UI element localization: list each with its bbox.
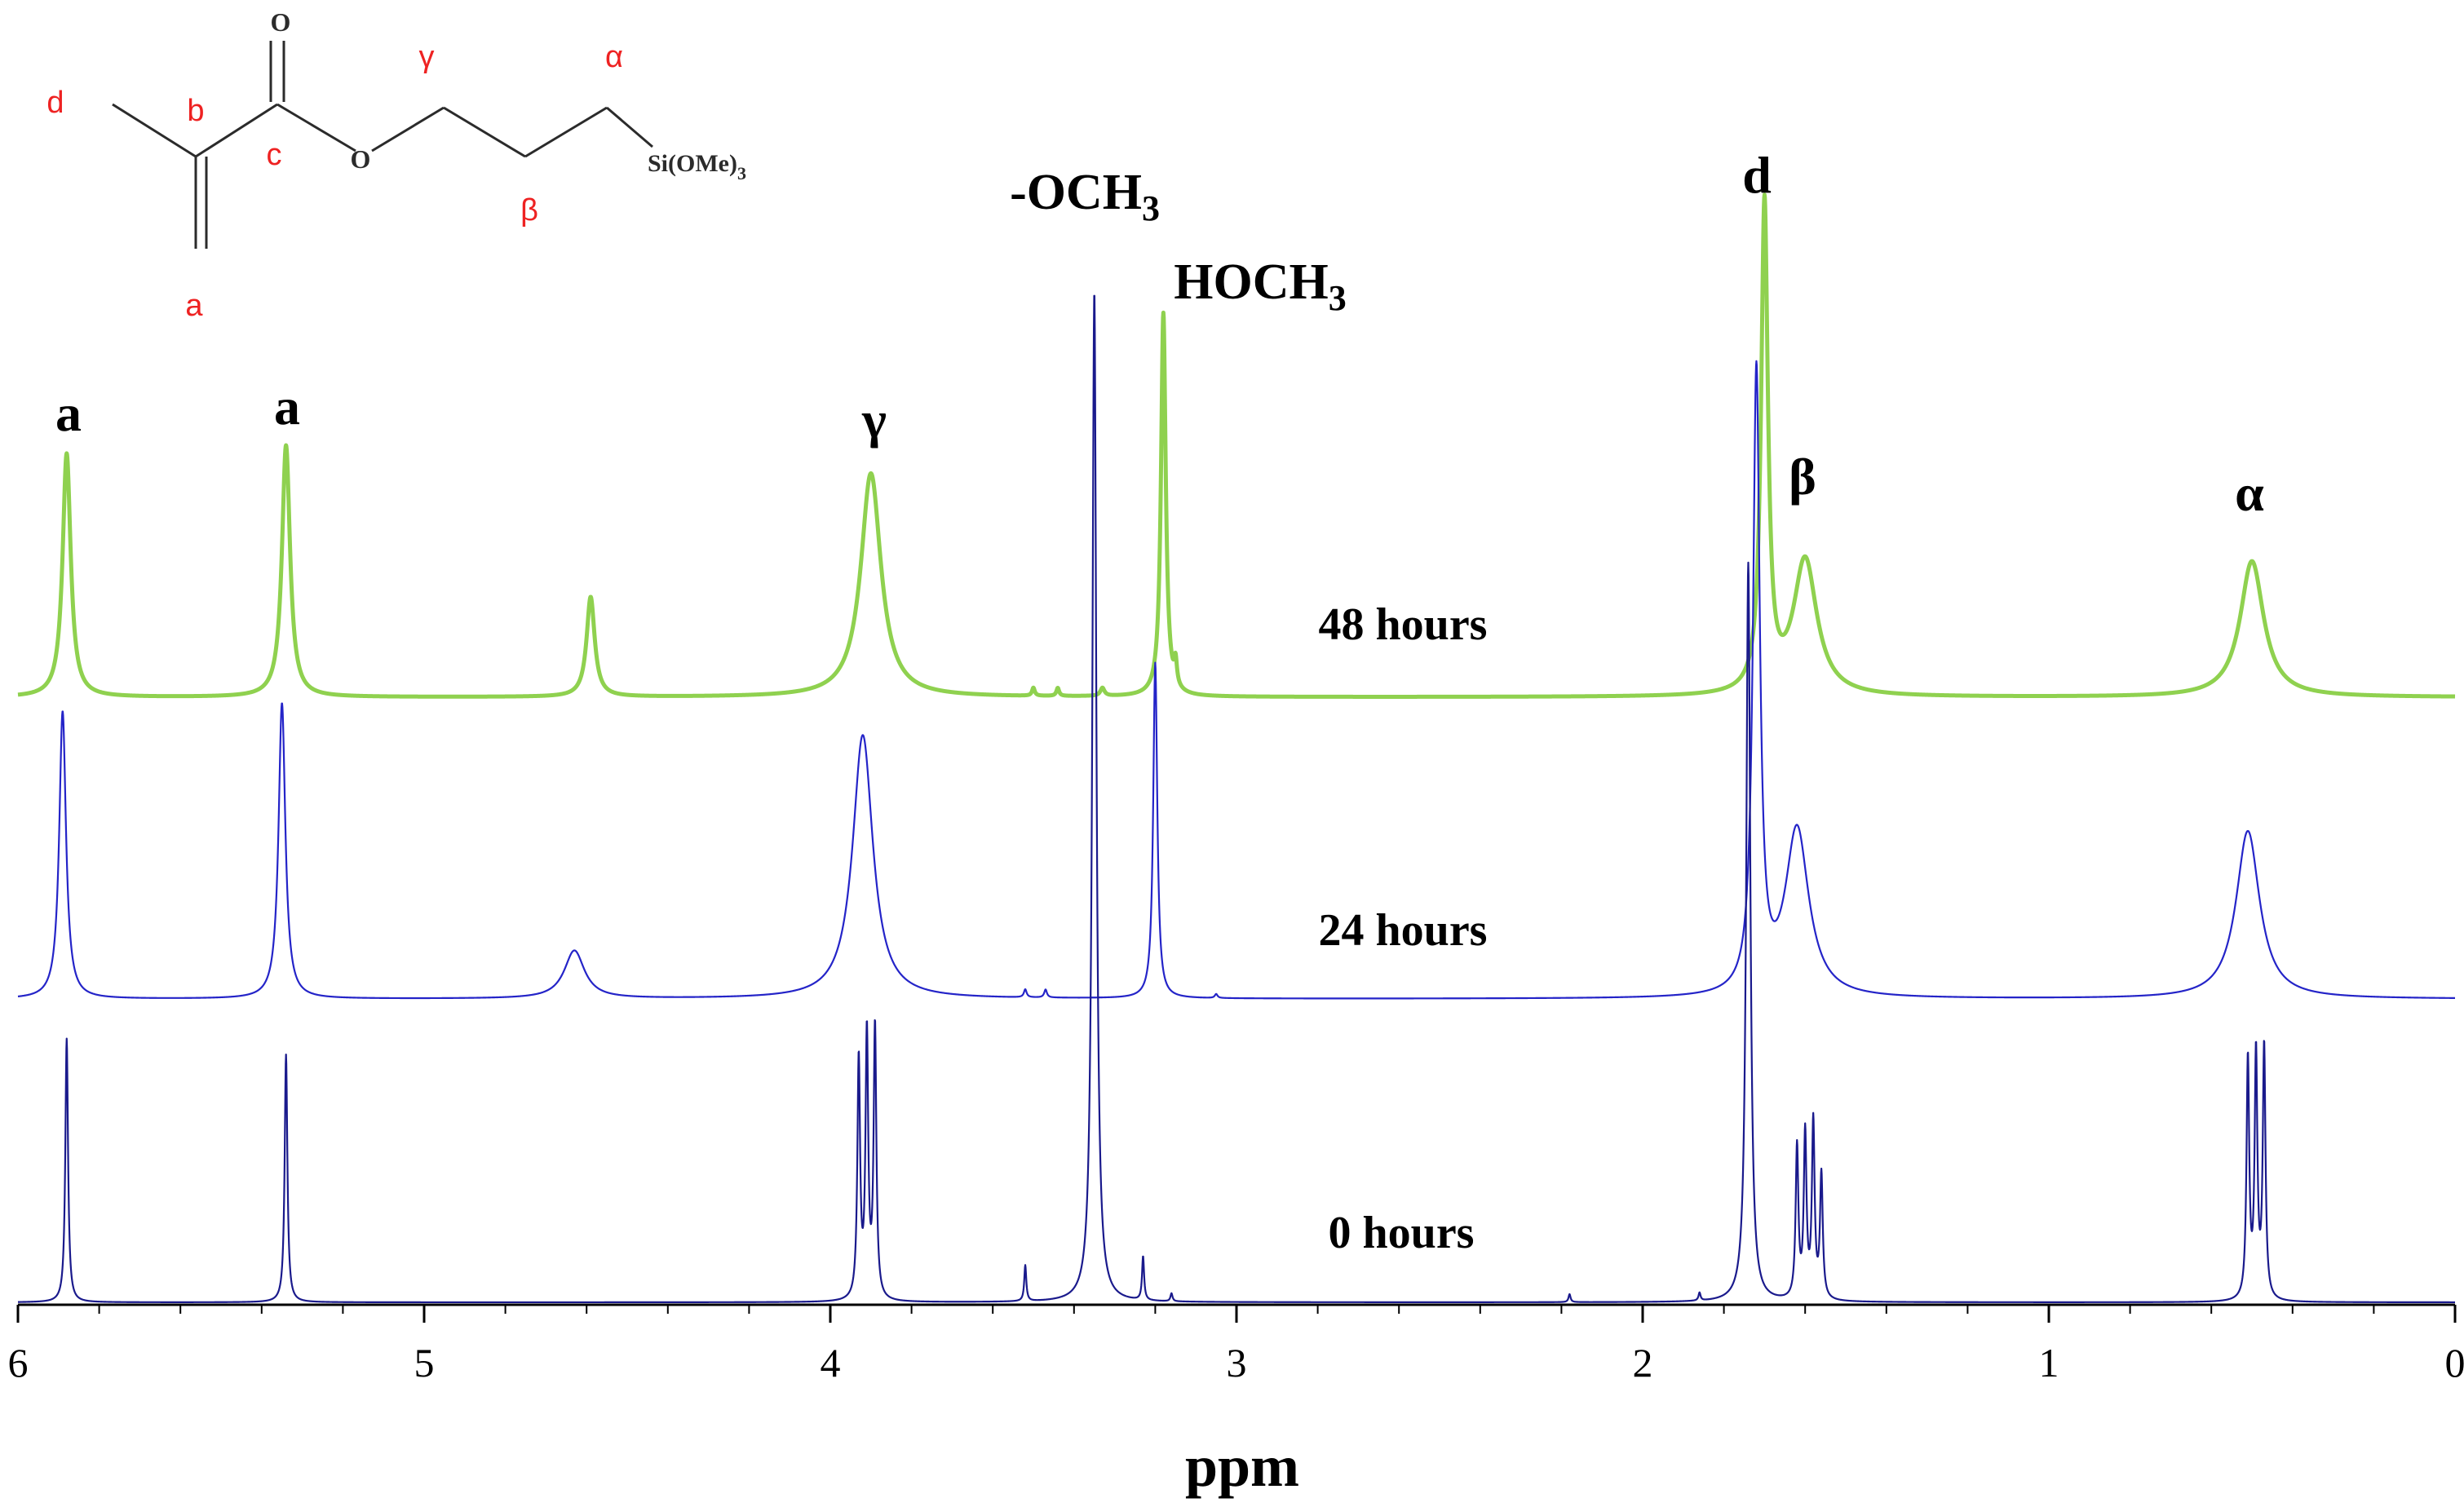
- bond-beta-alpha: [524, 106, 608, 158]
- structure-label-b: b: [187, 94, 204, 128]
- x-tick-label: 1: [2039, 1340, 2059, 1385]
- series-label-48-hours: 48 hours: [1319, 599, 1488, 650]
- structure-silyl-subscript: 3: [737, 163, 746, 183]
- x-tick-label: 0: [2445, 1340, 2464, 1385]
- spectrum-24-hours: [17, 360, 2456, 1000]
- x-axis-label: ppm: [1185, 1434, 1299, 1499]
- peak-label-a-1: a: [55, 384, 82, 442]
- x-tick-label: 5: [414, 1340, 435, 1385]
- x-tick-label: 3: [1227, 1340, 1247, 1385]
- bond-gamma-beta: [443, 106, 526, 158]
- peak-label-hoch3-text: HOCH: [1174, 254, 1328, 310]
- structure-label-a: a: [185, 289, 203, 323]
- peak-label-hoch3-subscript: 3: [1329, 278, 1347, 318]
- bond-ester-link: [276, 103, 356, 152]
- peak-label-beta: β: [1789, 448, 1816, 506]
- peak-label-hoch3: HOCH3: [1174, 254, 1346, 318]
- spectra: [15, 192, 2457, 1304]
- peak-label-och3-subscript: 3: [1142, 188, 1160, 228]
- spectrum-0-hours: [17, 294, 2456, 1304]
- x-tick-label: 2: [1633, 1340, 1653, 1385]
- spectrum-48-hours: [15, 192, 2457, 699]
- peak-label-alpha: α: [2235, 464, 2264, 522]
- bond-alpha-si: [606, 106, 653, 148]
- peak-label-gamma: γ: [861, 391, 887, 449]
- structure-label-c: c: [267, 138, 282, 172]
- bond-methyl: [112, 103, 197, 158]
- x-axis: 6 5 4 3 2 1 0: [8, 1303, 2464, 1385]
- structure-silyl-group: Si(OMe)3: [648, 150, 746, 183]
- bond-alpha-carbon: [195, 103, 278, 158]
- structure-label-alpha: α: [605, 40, 623, 74]
- structure-atom-o-carbonyl: O: [271, 7, 291, 37]
- series-label-24-hours: 24 hours: [1319, 905, 1488, 956]
- structure-label-beta: β: [520, 193, 538, 228]
- spectrum-line-0-hours: [17, 294, 2456, 1304]
- peak-label-och3: -OCH3: [1010, 165, 1160, 228]
- x-tick-label: 4: [821, 1340, 841, 1385]
- series-label-0-hours: 0 hours: [1329, 1208, 1475, 1258]
- structure-label-d: d: [46, 86, 64, 120]
- bond-o-gamma: [371, 106, 445, 152]
- x-tick-label: 6: [8, 1340, 29, 1385]
- structure-bonds: [112, 41, 653, 249]
- spectrum-line-48-hours: [15, 192, 2457, 699]
- structure-label-gamma: γ: [419, 40, 435, 74]
- structure-silyl-text: Si(OMe): [648, 150, 737, 177]
- peak-label-d: d: [1742, 146, 1772, 204]
- peak-label-a-2: a: [274, 378, 300, 435]
- structure-atom-o-ester: O: [351, 144, 371, 174]
- spectrum-line-24-hours: [17, 360, 2456, 1000]
- chemical-structure: d b c a γ β α O O Si(OMe)3: [46, 7, 746, 323]
- peak-label-och3-text: -OCH: [1010, 165, 1142, 220]
